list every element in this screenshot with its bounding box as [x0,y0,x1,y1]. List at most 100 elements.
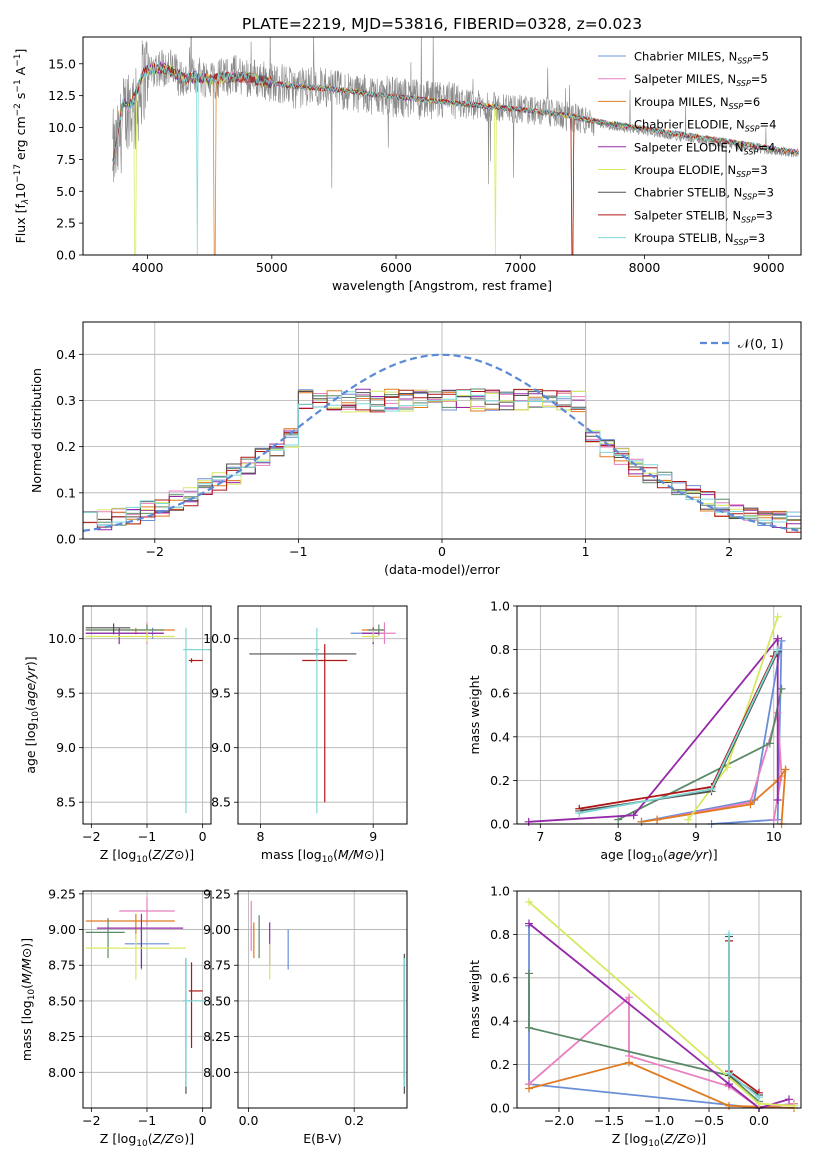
normal-curve [83,353,801,532]
legend-label: Chabrier ELODIE, NSSP=4 [634,118,776,134]
weight-marker-salpeter-elodie [773,796,782,805]
y-tick-label: 8.75 [203,958,231,973]
y-tick-label: 2.5 [56,216,76,231]
mass_vs_EBV-plot-area [250,900,405,1094]
legend-label: 𝒩(0, 1) [738,336,784,351]
legend-label: Kroupa MILES, NSSP=6 [634,95,760,111]
x-axis-label: Z [log10(Z/Z⊙)] [612,1131,706,1149]
x-tick-label: 10 [766,829,782,844]
x-tick-label: 8 [257,829,265,844]
x-tick-label: −1.0 [644,1113,674,1128]
y-axis-label: mass [log10(M/M⊙)] [19,938,37,1061]
axes-mass_vs_EBV: 0.0 0.2 8.00 8.25 8.50 8.75 9.00 9.25 E(B-V) [203,886,408,1146]
weight-marker-salpeter-elodie [773,634,782,643]
axes-frame [82,36,802,256]
x-tick-label: 4000 [132,260,164,275]
age_vs_Z-plot-area [85,622,211,814]
x-tick-label: 0 [438,544,446,559]
legend-label: Kroupa STELIB, NSSP=3 [634,231,765,247]
x-axis-label: Z [log10(Z/Z⊙)] [100,847,194,865]
y-tick-label: 10.0 [203,631,231,646]
legend-label: Kroupa ELODIE, NSSP=3 [634,163,768,179]
y-tick-label: 0.2 [490,773,510,788]
y-tick-label: 12.5 [48,88,76,103]
y-tick-label: 9.00 [48,922,76,937]
weight-marker-chabrier-elodie [777,684,786,693]
y-tick-label: 0.8 [490,927,510,942]
x-axis-label: mass [log10(M/M⊙)] [261,847,384,865]
x-tick-label: 0.0 [749,1113,769,1128]
weight-marker-salpeter-elodie [785,1095,793,1104]
weight-marker-kroupa-stelib [773,645,782,654]
x-tick-label: −1 [289,544,307,559]
weight-marker-kroupa-miles [525,1084,533,1093]
axes-weight_vs_Z: −2.0 −1.5 −1.0 −0.5 0.0 0.0 0.2 0.4 0.6 0.8 1.0 Z [… [467,884,802,1149]
weight-marker-kroupa-stelib [725,1069,733,1078]
weight-marker-kroupa-stelib [707,785,716,794]
y-axis-label: Normed distribution [29,368,44,493]
weight-marker-kroupa-miles [653,815,662,824]
y-tick-label: 10.0 [48,631,76,646]
y-tick-label: 0.6 [490,686,510,701]
weight-line-salpeter-elodie [528,922,790,1109]
x-tick-label: 0.2 [344,1113,364,1128]
x-tick-label: 6000 [380,260,412,275]
weight-marker-kroupa-miles [625,1058,633,1067]
y-tick-label: 1.0 [490,884,510,899]
y-tick-label: 1.0 [490,599,510,614]
y-axis-label: mass weight [467,960,482,1039]
weight-marker-salpeter-elodie [725,1080,733,1089]
y-tick-label: 8.00 [48,1065,76,1080]
x-axis-label: (data-model)/error [384,562,501,577]
spectrum-plot-area [112,37,799,255]
y-axis-label: Flux [fλ10−17 erg cm−2 s−1 A−1] [13,49,31,244]
model-spectrum-kroupa-stelib [112,62,799,255]
x-tick-label: 7 [536,829,544,844]
weight-marker-kroupa-miles [781,765,790,774]
y-tick-label: 8.5 [211,795,231,810]
y-tick-label: 9.5 [56,686,76,701]
axes-age_vs_mass: 8 9 8.5 9.0 9.5 10.0 mass [log10(M/M⊙)] [203,605,408,865]
mass_vs_Z-plot-area [85,896,209,1094]
axes-age_vs_Z: −2 −1 0 8.5 9.0 9.5 10.0 Z [log10(Z/Z⊙)] age [lo… [23,605,212,865]
y-tick-label: 8.50 [203,993,231,1008]
axes-weight_vs_age: 7 8 9 10 0.0 0.2 0.4 0.6 0.8 1.0 age [log10(age/yr… [467,599,802,865]
y-tick-label: 0.4 [56,347,76,362]
y-tick-label: 0.6 [490,970,510,985]
weight-marker-chabrier-elodie [765,739,774,748]
weight-marker-chabrier-elodie [525,1023,533,1032]
x-axis-label: age [log10(age/yr)] [600,847,717,865]
y-tick-label: 0.1 [56,485,76,500]
y-tick-label: 0.2 [56,439,76,454]
y-tick-label: 8.75 [48,958,76,973]
weight-marker-kroupa-elodie [773,612,782,621]
axes-mass_vs_Z: −2 −1 0 8.00 8.25 8.50 8.75 9.00 9.25 Z [log10(Z/… [19,886,212,1149]
axes-frame [237,605,408,825]
axes-spectrum: 4000 5000 6000 7000 8000 9000 0.0 2.5 5.0 7.5 10.0… [13,36,802,293]
weight-marker-salpeter-elodie [629,811,638,820]
x-tick-label: −1 [138,1113,156,1128]
axes-frame [237,890,408,1109]
y-tick-label: 0.0 [490,1101,510,1116]
x-tick-label: −2 [82,1113,100,1128]
y-tick-label: 9.0 [56,740,76,755]
legend-label: Salpeter ELODIE, NSSP=4 [634,140,775,156]
y-tick-label: 0.3 [56,393,76,408]
y-tick-label: 0.0 [56,248,76,263]
x-axis-label: wavelength [Angstrom, rest frame] [332,278,552,293]
y-tick-label: 7.5 [56,152,76,167]
y-tick-label: 15.0 [48,56,76,71]
weight-marker-kroupa-elodie [525,897,533,906]
y-axis-label: mass weight [467,675,482,754]
x-tick-label: 0 [199,1113,207,1128]
x-tick-label: 8 [614,829,622,844]
x-tick-label: 1 [582,544,590,559]
weight-marker-kroupa-stelib [755,1093,763,1102]
x-tick-label: −2 [146,544,164,559]
y-tick-label: 0.0 [56,532,76,547]
residual-hist-salpeter-stelib [83,388,801,533]
x-tick-label: 2 [725,544,733,559]
x-tick-label: 9000 [753,260,785,275]
legend-label: Salpeter STELIB, NSSP=3 [634,208,773,224]
